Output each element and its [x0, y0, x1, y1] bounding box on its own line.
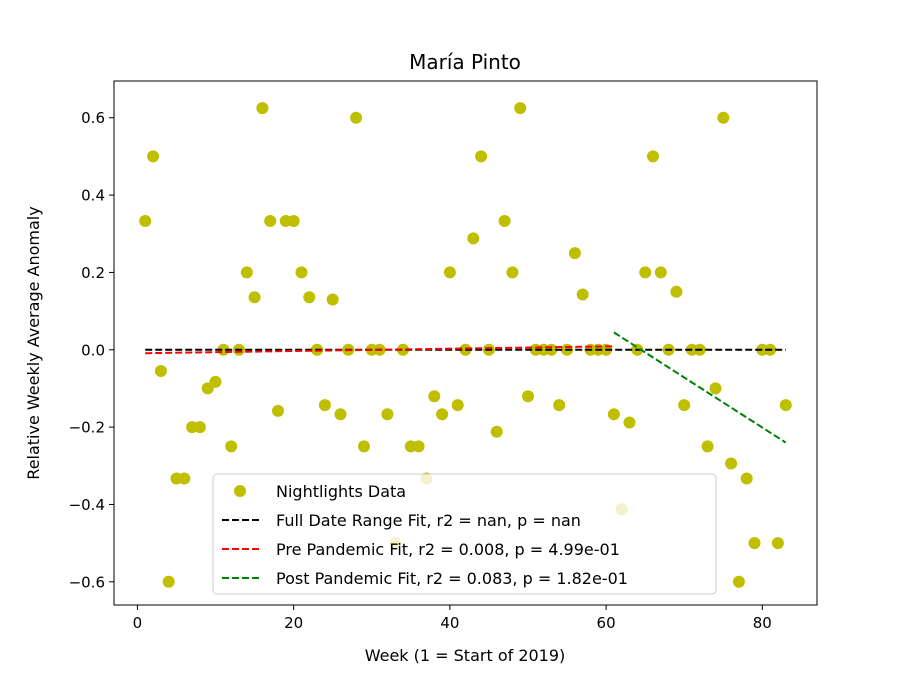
- data-point: [740, 472, 753, 485]
- chart-title: María Pinto: [409, 50, 521, 74]
- x-tick-label: 60: [597, 614, 616, 632]
- data-point: [475, 150, 488, 163]
- data-point: [412, 440, 425, 453]
- legend-label: Post Pandemic Fit, r2 = 0.083, p = 1.82e…: [276, 569, 628, 588]
- data-point: [717, 111, 730, 124]
- data-point: [147, 150, 160, 163]
- data-point: [779, 399, 792, 412]
- data-point: [397, 343, 409, 356]
- x-tick-label: 80: [753, 614, 772, 632]
- data-point: [514, 102, 527, 115]
- data-point: [295, 266, 308, 279]
- data-point: [428, 390, 441, 403]
- data-point: [209, 375, 222, 388]
- y-tick-label: −0.2: [69, 419, 105, 437]
- y-tick-label: −0.4: [69, 496, 105, 514]
- x-tick-label: 40: [440, 614, 459, 632]
- data-point: [358, 440, 370, 453]
- data-point: [193, 421, 206, 434]
- data-point: [303, 291, 316, 304]
- data-point: [256, 102, 269, 115]
- data-point: [334, 408, 347, 421]
- x-tick-label: 0: [133, 614, 143, 632]
- data-point: [451, 399, 464, 412]
- data-point: [639, 266, 652, 279]
- data-point: [490, 425, 503, 438]
- data-point: [318, 399, 331, 412]
- data-point: [240, 266, 253, 279]
- data-point: [467, 232, 480, 245]
- data-point: [272, 404, 284, 417]
- data-point: [701, 440, 714, 453]
- plot-area: [139, 102, 792, 588]
- data-point: [748, 537, 761, 550]
- data-point: [654, 266, 667, 279]
- data-point: [350, 111, 363, 124]
- data-point: [553, 399, 566, 412]
- data-point: [498, 215, 511, 227]
- y-axis-label: Relative Weekly Average Anomaly: [24, 206, 43, 479]
- data-point: [506, 266, 519, 279]
- y-tick-label: −0.6: [69, 573, 105, 591]
- x-tick-label: 20: [284, 614, 303, 632]
- y-tick-label: 0.6: [81, 109, 105, 127]
- data-point: [326, 293, 339, 306]
- data-point: [623, 416, 636, 429]
- data-point: [436, 408, 449, 421]
- legend-label: Full Date Range Fit, r2 = nan, p = nan: [276, 511, 581, 530]
- y-tick-label: 0.0: [81, 341, 105, 359]
- data-point: [248, 291, 261, 304]
- data-point: [443, 266, 456, 279]
- legend-label: Pre Pandemic Fit, r2 = 0.008, p = 4.99e-…: [276, 540, 620, 559]
- data-point: [725, 457, 738, 470]
- data-point: [678, 399, 691, 412]
- data-point: [154, 365, 167, 377]
- x-axis-ticks: 0 20 40 60 80: [133, 605, 772, 632]
- y-axis-ticks: −0.6 −0.4 −0.2 0.0 0.2 0.4 0.6: [69, 109, 114, 591]
- data-point: [225, 440, 238, 453]
- legend-label: Nightlights Data: [276, 482, 406, 501]
- data-point: [647, 150, 659, 163]
- data-point: [139, 215, 152, 227]
- plot-frame: [113, 80, 818, 606]
- data-point: [264, 215, 277, 227]
- x-axis-label: Week (1 = Start of 2019): [365, 646, 566, 665]
- data-point: [607, 408, 620, 421]
- fit-line: [145, 345, 614, 355]
- data-point: [732, 575, 745, 588]
- data-point: [709, 382, 722, 395]
- fit-line: [613, 331, 787, 444]
- y-tick-label: 0.2: [81, 264, 105, 282]
- legend-box: [212, 473, 717, 595]
- data-point: [568, 247, 581, 260]
- data-point: [522, 390, 534, 403]
- data-point: [178, 472, 191, 485]
- data-point: [670, 285, 683, 298]
- legend-marker: [234, 485, 246, 497]
- data-point: [576, 288, 589, 301]
- data-point: [381, 408, 394, 421]
- data-point: [287, 215, 300, 227]
- data-point: [771, 537, 784, 550]
- legend: Nightlights Data Full Date Range Fit, r2 …: [212, 473, 717, 595]
- y-tick-label: 0.4: [81, 187, 105, 205]
- data-point: [162, 575, 175, 588]
